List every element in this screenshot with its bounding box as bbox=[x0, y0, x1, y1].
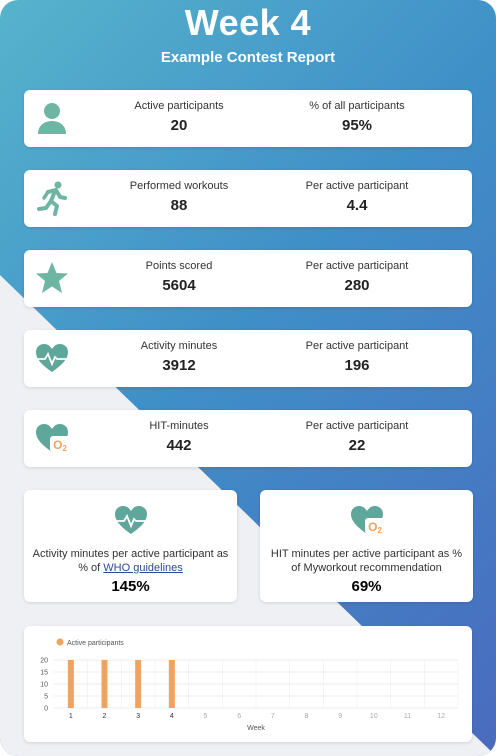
stat-label: Performed workouts bbox=[129, 180, 229, 192]
stat-label: Per active participant bbox=[305, 420, 409, 432]
heart-o2-icon: O2 bbox=[350, 506, 385, 535]
x-tick-label: 6 bbox=[237, 713, 241, 720]
page-title: Week 4 bbox=[184, 2, 312, 43]
runner-icon bbox=[37, 181, 67, 216]
x-tick-label: 1 bbox=[69, 713, 73, 720]
x-tick-label: 9 bbox=[338, 713, 342, 720]
y-tick-label: 15 bbox=[40, 670, 48, 677]
who-label-text: Activity minutes per active participant … bbox=[32, 548, 229, 574]
hit-recommendation-value: 69% bbox=[351, 578, 382, 595]
stat-value: 3912 bbox=[162, 357, 196, 374]
stat-label: HIT-minutes bbox=[149, 420, 209, 432]
person-icon bbox=[38, 103, 66, 134]
star-icon bbox=[36, 262, 68, 293]
y-tick-label: 10 bbox=[40, 682, 48, 689]
chart-bar bbox=[168, 660, 175, 708]
chart-bar bbox=[67, 660, 74, 708]
x-tick-label: 11 bbox=[404, 713, 411, 720]
points-card: Points scored 5604 Per active participant… bbox=[24, 250, 472, 307]
stat-value: 196 bbox=[344, 357, 370, 374]
x-axis-label: Week bbox=[247, 725, 265, 732]
stat-value: 88 bbox=[170, 197, 188, 214]
x-tick-label: 4 bbox=[170, 713, 174, 720]
x-tick-label: 5 bbox=[204, 713, 208, 720]
hit-minutes-card: O2 HIT-minutes 442 Per active participant… bbox=[24, 410, 472, 467]
stat-label: Per active participant bbox=[305, 180, 409, 192]
y-tick-label: 20 bbox=[40, 658, 48, 665]
x-tick-label: 10 bbox=[370, 713, 378, 720]
stat-label: Points scored bbox=[145, 260, 213, 272]
stat-label: Per active participant bbox=[305, 340, 409, 352]
heart-pulse-icon bbox=[35, 344, 69, 372]
who-guidelines-card: Activity minutes per active participant … bbox=[24, 490, 237, 602]
stat-value: 20 bbox=[170, 117, 188, 134]
hit-recommendation-label: HIT minutes per active participant as % … bbox=[270, 548, 463, 574]
y-tick-label: 5 bbox=[44, 694, 48, 701]
workouts-card: Performed workouts 88 Per active particip… bbox=[24, 170, 472, 227]
activity-minutes-card: Activity minutes 3912 Per active particip… bbox=[24, 330, 472, 387]
stat-label: Per active participant bbox=[305, 260, 409, 272]
stat-label: Active participants bbox=[134, 100, 224, 112]
stat-value: 280 bbox=[344, 277, 370, 294]
x-tick-label: 12 bbox=[437, 713, 445, 720]
stat-label: Activity minutes bbox=[140, 340, 218, 352]
heart-pulse-icon bbox=[113, 506, 148, 534]
stat-value: 95% bbox=[341, 117, 373, 134]
heart-o2-icon: O2 bbox=[36, 424, 70, 453]
who-guidelines-link[interactable]: WHO guidelines bbox=[103, 562, 183, 574]
y-tick-label: 0 bbox=[44, 706, 48, 713]
active-participants-card: Active participants 20 % of all participa… bbox=[24, 90, 472, 147]
chart-bar bbox=[101, 660, 108, 708]
who-value: 145% bbox=[111, 578, 150, 595]
stat-value: 4.4 bbox=[346, 197, 368, 214]
stat-label: % of all participants bbox=[309, 100, 405, 112]
x-tick-label: 8 bbox=[305, 713, 309, 720]
chart-bar bbox=[135, 660, 142, 708]
stat-value: 22 bbox=[348, 437, 366, 454]
legend-swatch bbox=[56, 638, 64, 646]
x-tick-label: 7 bbox=[271, 713, 275, 720]
stat-value: 442 bbox=[166, 437, 192, 454]
stat-value: 5604 bbox=[162, 277, 196, 294]
legend-label: Active participants bbox=[67, 640, 124, 647]
chart-card: Active participants Week 20 15 10 5 0 1 2 3 4 5 6 7… bbox=[24, 626, 472, 742]
x-tick-label: 2 bbox=[103, 713, 107, 720]
myworkout-recommendation-card: O2 HIT minutes per active participant as… bbox=[260, 490, 473, 602]
report-header: Week 4 Example Contest Report bbox=[0, 0, 496, 66]
x-tick-label: 3 bbox=[136, 713, 140, 720]
who-label: Activity minutes per active participant … bbox=[24, 547, 237, 575]
page-subtitle: Example Contest Report bbox=[160, 49, 336, 66]
